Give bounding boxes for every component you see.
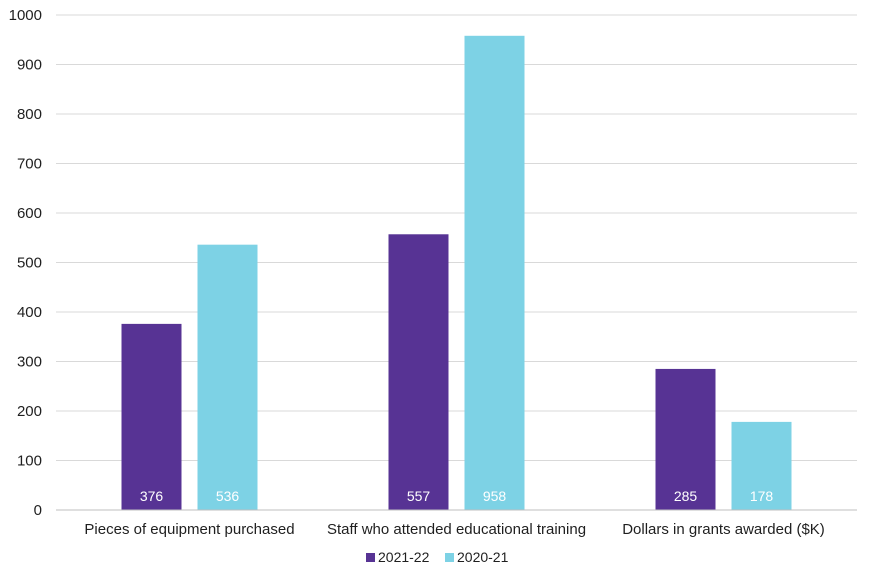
x-category-label: Staff who attended educational training [327,521,586,538]
gridlines [56,14,857,511]
data-label: 285 [674,488,698,504]
y-tick-label: 900 [17,57,42,74]
y-tick-label: 1000 [9,7,42,24]
y-tick-label: 300 [17,354,42,371]
y-axis: 0 100 200 300 400 500 600 700 800 900 1000 [9,7,42,519]
y-tick-label: 400 [17,304,42,321]
bar-2020-21 [464,35,525,510]
y-tick-label: 100 [17,453,42,470]
x-category-label: Dollars in grants awarded ($K) [622,521,825,538]
y-tick-label: 800 [17,106,42,123]
bars [121,35,792,510]
y-tick-label: 600 [17,205,42,222]
legend: 2021-22 2020-21 [366,549,509,565]
data-label: 376 [140,488,164,504]
data-labels: 376 536 557 958 285 178 [140,488,774,504]
legend-label: 2021-22 [378,549,430,565]
data-label: 536 [216,488,240,504]
bar-2021-22 [121,323,182,510]
data-label: 958 [483,488,507,504]
y-tick-label: 500 [17,255,42,272]
bar-2020-21 [197,244,258,510]
legend-label: 2020-21 [457,549,509,565]
y-tick-label: 200 [17,403,42,420]
y-tick-label: 700 [17,156,42,173]
x-axis: Pieces of equipment purchased Staff who a… [56,509,857,538]
legend-swatch [366,553,375,562]
bar-2021-22 [388,234,449,510]
x-category-label: Pieces of equipment purchased [84,521,294,538]
bar-2020-21 [731,421,792,510]
data-label: 178 [750,488,774,504]
legend-swatch [445,553,454,562]
data-label: 557 [407,488,431,504]
y-tick-label: 0 [34,502,42,519]
bar-2021-22 [655,368,716,510]
